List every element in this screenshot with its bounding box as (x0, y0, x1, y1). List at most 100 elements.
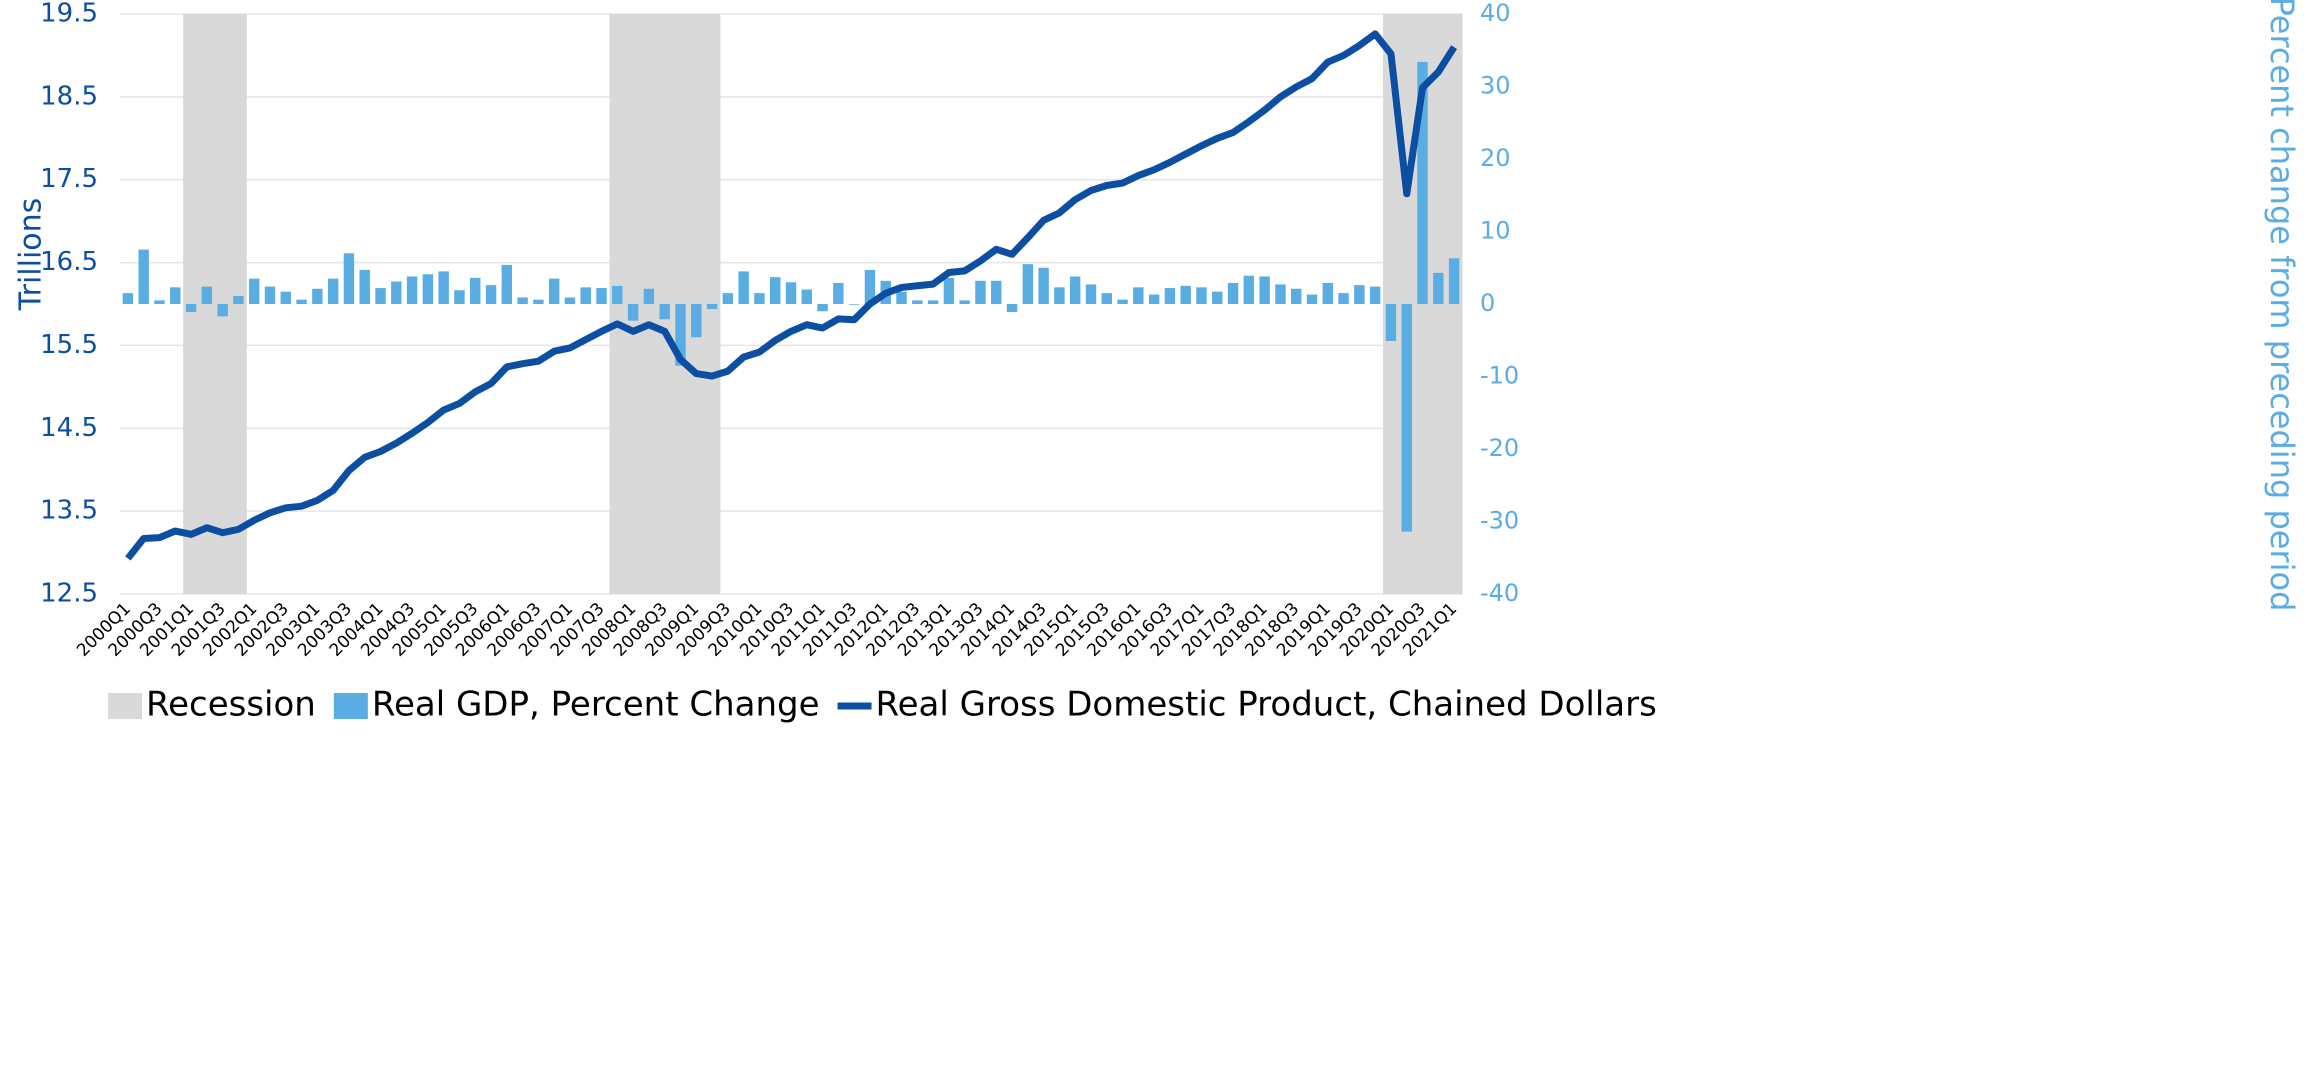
y2-tick-label: -30 (1480, 507, 1519, 535)
legend-label: Real Gross Domestic Product, Chained Dol… (876, 685, 1657, 725)
bar (1275, 284, 1286, 304)
bar (927, 300, 939, 304)
bar (1054, 287, 1065, 304)
y-axis-label: Trillions (14, 198, 49, 312)
bar (896, 291, 907, 304)
bar (470, 277, 481, 304)
bar (975, 280, 986, 304)
bar (138, 249, 149, 304)
bar (1291, 288, 1302, 304)
bar (533, 299, 544, 304)
bar (233, 296, 244, 304)
bar (122, 293, 134, 304)
y-tick-label: 16.5 (40, 247, 98, 277)
bar (675, 304, 686, 366)
bar (596, 288, 607, 304)
bar (1338, 293, 1349, 304)
bar (1022, 264, 1034, 304)
bar (312, 288, 323, 304)
legend-label: Recession (146, 685, 316, 725)
y2-tick-label: 20 (1480, 144, 1511, 172)
bar (1117, 299, 1128, 304)
bar (1385, 304, 1397, 341)
bar (217, 304, 228, 317)
y-tick-label: 17.5 (40, 164, 98, 194)
y2-tick-label: -20 (1480, 434, 1519, 462)
bar (706, 304, 718, 310)
bar (801, 289, 812, 304)
bar (991, 280, 1002, 304)
bar (248, 278, 260, 304)
bar (327, 278, 339, 304)
bar (754, 293, 765, 304)
bar (1006, 304, 1018, 312)
bar (1417, 61, 1428, 304)
bar (359, 269, 370, 304)
bar (722, 293, 734, 304)
y-tick-label: 15.5 (40, 330, 98, 360)
bar (1101, 293, 1112, 304)
legend-swatch (108, 693, 142, 719)
bar (201, 286, 213, 304)
bar (1085, 284, 1097, 304)
bar (785, 282, 797, 304)
bar (375, 288, 386, 304)
bar (1069, 276, 1081, 304)
bar (406, 276, 418, 304)
bar (564, 297, 576, 304)
bar (1133, 287, 1144, 304)
bar (1164, 288, 1176, 304)
y-tick-label: 18.5 (40, 81, 98, 111)
y2-axis-label: Percent change from preceding period (2263, 0, 2301, 611)
y-tick-label: 13.5 (40, 496, 98, 526)
line (125, 30, 1458, 561)
bar (833, 282, 844, 304)
bar (1196, 287, 1207, 304)
bar (770, 277, 781, 304)
bar (391, 281, 402, 304)
bar (454, 290, 465, 304)
bar (1180, 285, 1191, 304)
bar (612, 285, 623, 304)
y-tick-label: 12.5 (40, 579, 98, 609)
bar (1243, 275, 1255, 304)
bar (1306, 294, 1318, 304)
bar (485, 285, 497, 304)
y2-tick-label: 0 (1480, 289, 1495, 317)
bar (659, 304, 670, 320)
y2-tick-label: 30 (1480, 72, 1511, 100)
bar (1401, 304, 1412, 532)
bar (296, 299, 307, 304)
bar (548, 278, 560, 304)
y2-tick-label: 10 (1480, 217, 1511, 245)
bar (1148, 294, 1160, 304)
y-tick-label: 19.5 (40, 0, 98, 29)
bar (1322, 282, 1334, 304)
legend-swatch (333, 693, 368, 719)
bar (864, 269, 876, 304)
y2-tick-label: -40 (1480, 579, 1519, 607)
bar (154, 300, 165, 304)
bar (580, 287, 591, 304)
bar (1369, 286, 1381, 304)
bar (912, 300, 923, 304)
bar (959, 300, 970, 304)
bar (1227, 282, 1239, 304)
y-tick-label: 14.5 (40, 413, 98, 443)
bar (264, 286, 276, 304)
bar (280, 291, 291, 304)
bar (517, 297, 528, 304)
bar (422, 274, 434, 304)
bar (1448, 258, 1460, 304)
bar (170, 287, 181, 304)
bar (1259, 276, 1270, 304)
bar (343, 253, 355, 304)
y2-tick-label: 40 (1480, 0, 1511, 27)
y2-tick-label: -10 (1480, 362, 1519, 390)
bar (817, 304, 828, 312)
bar (643, 288, 655, 304)
bar (691, 304, 702, 338)
bar (738, 271, 749, 304)
